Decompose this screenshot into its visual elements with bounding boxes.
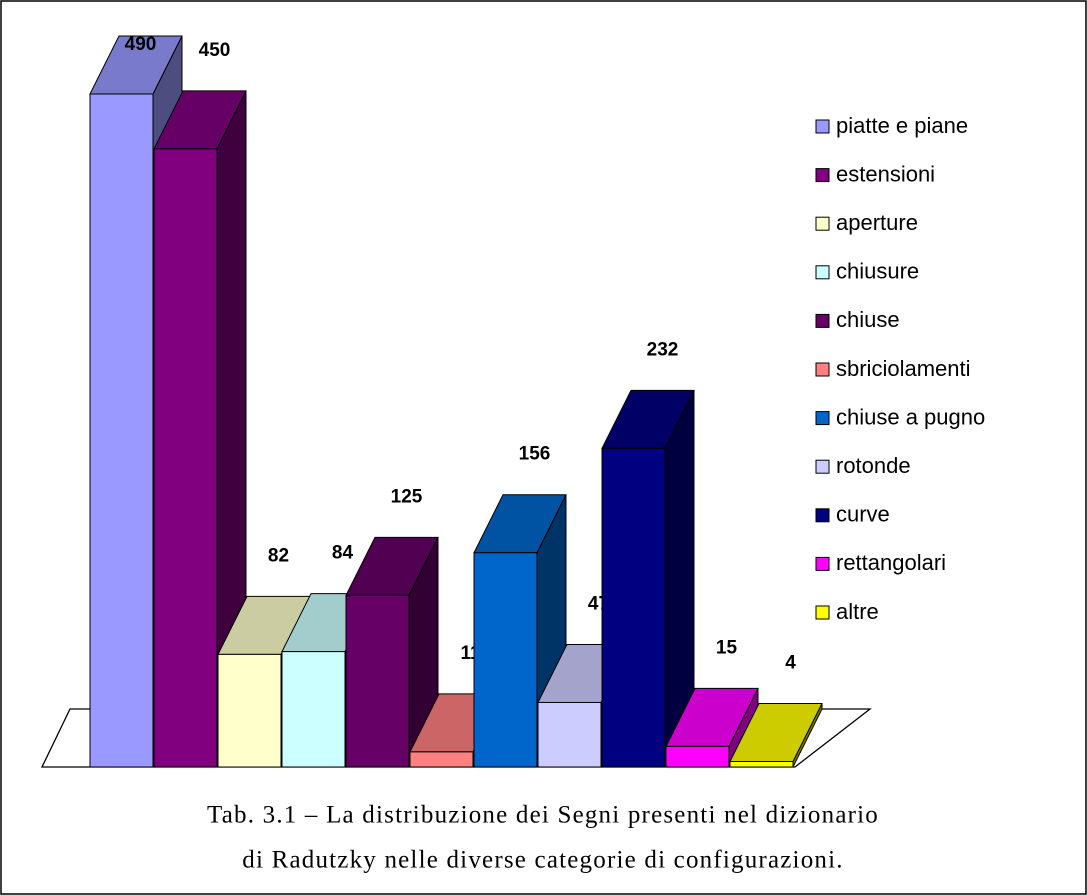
legend-label: curve <box>836 502 890 527</box>
bar <box>601 447 666 768</box>
data-label: 84 <box>332 543 354 564</box>
data-label: 490 <box>125 34 157 55</box>
legend-swatch <box>815 313 830 328</box>
bar <box>217 653 282 768</box>
bar <box>537 701 602 768</box>
data-label: 232 <box>647 339 679 360</box>
legend-label: altre <box>836 599 879 624</box>
bar <box>729 761 794 768</box>
data-label: 15 <box>716 637 738 658</box>
bar <box>89 93 154 768</box>
legend-swatch <box>815 168 830 183</box>
legend-swatch <box>815 508 830 523</box>
legend-swatch <box>815 216 830 231</box>
data-label: 450 <box>199 40 231 61</box>
legend-label: aperture <box>836 210 918 235</box>
bar <box>665 745 730 768</box>
legend-swatch <box>815 605 830 620</box>
legend-label: piatte e piane <box>836 113 968 138</box>
legend-label: chiusure <box>836 259 919 284</box>
legend-swatch <box>815 556 830 571</box>
legend-label: sbriciolamenti <box>836 356 971 381</box>
data-label: 156 <box>519 444 551 465</box>
legend-swatch <box>815 459 830 474</box>
bar <box>153 148 218 768</box>
legend-swatch <box>815 265 830 280</box>
legend-label: estensioni <box>836 161 935 186</box>
data-label: 82 <box>268 545 289 566</box>
bar <box>281 651 346 768</box>
caption: di Radutzky nelle diverse categorie di c… <box>242 847 843 874</box>
legend-swatch <box>815 362 830 377</box>
legend-swatch <box>815 411 830 426</box>
legend-label: chiuse <box>836 307 900 332</box>
legend-label: chiuse a pugno <box>836 404 985 429</box>
bar <box>409 751 474 768</box>
bar <box>345 594 410 768</box>
data-label: 4 <box>785 653 796 674</box>
caption: Tab. 3.1 – La distribuzione dei Segni pr… <box>207 802 879 829</box>
legend-label: rettangolari <box>836 550 946 575</box>
legend-label: rotonde <box>836 453 911 478</box>
data-label: 125 <box>391 486 423 507</box>
legend-swatch <box>815 119 830 134</box>
bar <box>473 552 538 768</box>
